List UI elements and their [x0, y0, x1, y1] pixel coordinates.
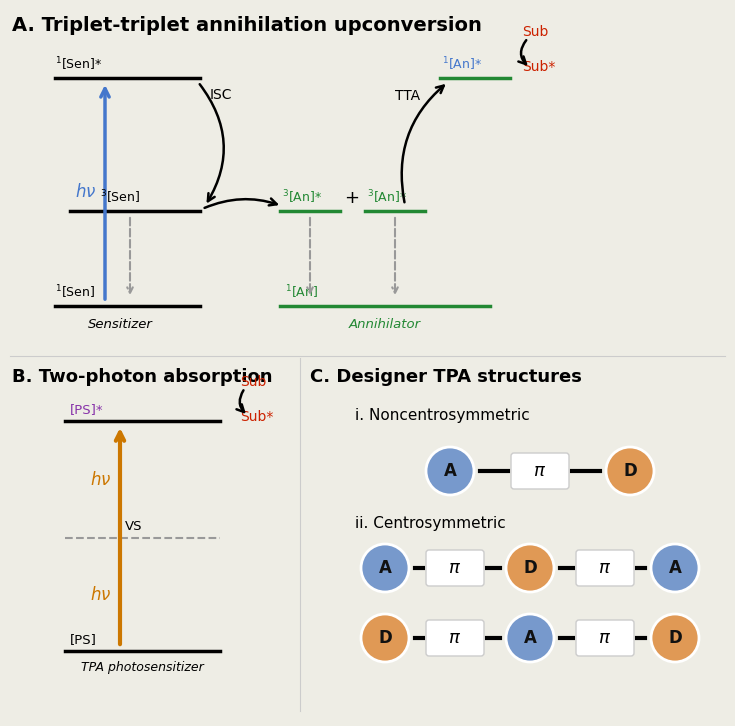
Text: TPA photosensitizer: TPA photosensitizer — [81, 661, 204, 674]
Text: $^1$[An]: $^1$[An] — [285, 283, 318, 301]
Text: $\pi$: $\pi$ — [448, 559, 462, 577]
Text: $^1$[An]*: $^1$[An]* — [442, 55, 482, 73]
Text: B. Two-photon absorption: B. Two-photon absorption — [12, 368, 273, 386]
Circle shape — [361, 614, 409, 662]
Text: D: D — [523, 559, 537, 577]
Text: Sub: Sub — [522, 25, 548, 39]
Text: +: + — [345, 189, 359, 207]
Text: TTA: TTA — [395, 89, 420, 103]
Text: A. Triplet-triplet annihilation upconversion: A. Triplet-triplet annihilation upconver… — [12, 16, 482, 35]
Text: A: A — [443, 462, 456, 480]
Text: C. Designer TPA structures: C. Designer TPA structures — [310, 368, 582, 386]
Text: VS: VS — [125, 520, 143, 533]
Text: $\pi$: $\pi$ — [448, 629, 462, 647]
Text: A: A — [523, 629, 537, 647]
Text: D: D — [623, 462, 637, 480]
Circle shape — [506, 614, 554, 662]
Circle shape — [361, 544, 409, 592]
Text: [PS]: [PS] — [70, 633, 97, 646]
Text: $^3$[An]*: $^3$[An]* — [367, 189, 407, 206]
Text: $\pi$: $\pi$ — [534, 462, 547, 480]
Circle shape — [506, 544, 554, 592]
Circle shape — [651, 544, 699, 592]
Text: A: A — [669, 559, 681, 577]
Text: [PS]*: [PS]* — [70, 403, 104, 416]
Text: A: A — [379, 559, 392, 577]
Text: $^1$[Sen]*: $^1$[Sen]* — [55, 55, 102, 73]
Text: $^1$[Sen]: $^1$[Sen] — [55, 283, 96, 301]
Text: $\pi$: $\pi$ — [598, 559, 612, 577]
Circle shape — [426, 447, 474, 495]
FancyBboxPatch shape — [576, 550, 634, 586]
FancyBboxPatch shape — [511, 453, 569, 489]
Text: $\pi$: $\pi$ — [598, 629, 612, 647]
Text: Sub*: Sub* — [240, 410, 273, 424]
Text: D: D — [378, 629, 392, 647]
FancyBboxPatch shape — [426, 550, 484, 586]
Text: $h\nu$: $h\nu$ — [75, 183, 96, 201]
Text: Sub*: Sub* — [522, 60, 556, 74]
Text: ISC: ISC — [210, 88, 232, 102]
FancyBboxPatch shape — [426, 620, 484, 656]
FancyBboxPatch shape — [576, 620, 634, 656]
Circle shape — [651, 614, 699, 662]
Text: $^3$[Sen]: $^3$[Sen] — [100, 189, 140, 206]
Text: $h\nu$: $h\nu$ — [90, 471, 112, 489]
Text: Sub: Sub — [240, 375, 266, 389]
Text: Sensitizer: Sensitizer — [87, 318, 152, 331]
Text: D: D — [668, 629, 682, 647]
Text: i. Noncentrosymmetric: i. Noncentrosymmetric — [355, 408, 530, 423]
Text: $^3$[An]*: $^3$[An]* — [282, 189, 322, 206]
Text: Annihilator: Annihilator — [349, 318, 421, 331]
Circle shape — [606, 447, 654, 495]
Text: $h\nu$: $h\nu$ — [90, 586, 112, 604]
Text: ii. Centrosymmetric: ii. Centrosymmetric — [355, 516, 506, 531]
